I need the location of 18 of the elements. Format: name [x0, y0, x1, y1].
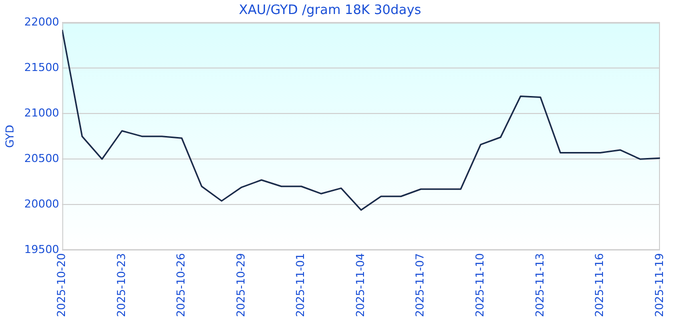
x-tick-label: 2025-11-13: [533, 253, 546, 318]
y-tick-label: 20000: [24, 197, 60, 210]
x-tick-label: 2025-11-01: [294, 253, 308, 318]
x-tick-label: 2025-10-20: [55, 253, 68, 318]
x-tick-label: 2025-11-04: [354, 253, 367, 318]
chart-title: XAU/GYD /gram 18K 30days: [238, 3, 422, 18]
y-tick-label: 20500: [24, 152, 60, 165]
x-tick-label: 2025-10-29: [234, 253, 248, 318]
y-axis-title: GYD: [3, 124, 16, 148]
x-tick-label: 2025-10-26: [174, 253, 188, 318]
y-tick-label: 21500: [24, 60, 60, 74]
x-tick-label: 2025-11-19: [652, 253, 666, 318]
x-tick-label: 2025-11-16: [593, 253, 606, 318]
y-tick-label: 22000: [24, 15, 60, 28]
y-tick-label: 21000: [24, 106, 60, 120]
x-tick-label: 2025-11-10: [474, 253, 487, 318]
x-tick-label: 2025-10-23: [114, 253, 128, 318]
x-tick-label: 2025-11-07: [414, 253, 427, 318]
